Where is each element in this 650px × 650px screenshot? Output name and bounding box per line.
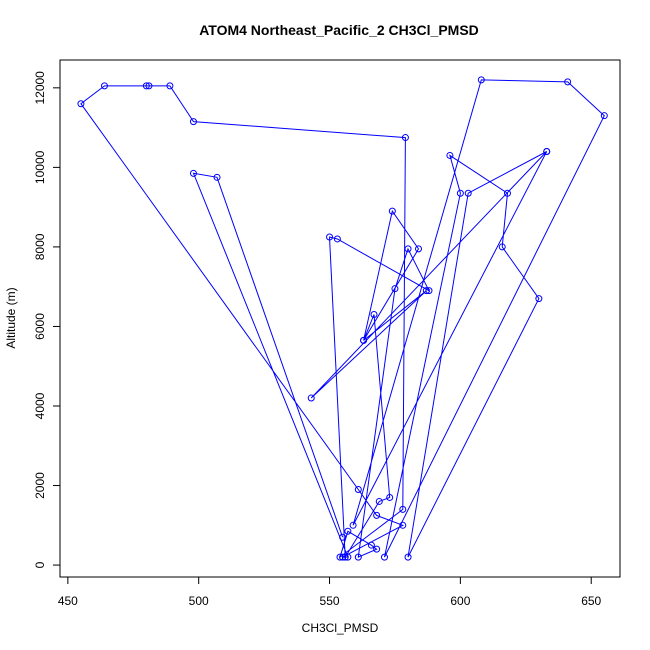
data-point <box>404 553 412 561</box>
data-point <box>360 336 368 344</box>
data-point <box>464 189 472 197</box>
plot-frame <box>59 59 621 578</box>
chart-title: ATOM4 Northeast_Pacific_2 CH3Cl_PMSD <box>199 22 479 38</box>
data-point <box>422 287 430 295</box>
x-tick-label: 550 <box>320 594 340 608</box>
data-point <box>145 82 153 90</box>
data-point <box>399 521 407 529</box>
data-point <box>498 243 506 251</box>
data-point <box>344 527 352 535</box>
data-point <box>564 78 572 86</box>
data-point <box>425 287 433 295</box>
x-tick-label: 600 <box>450 594 470 608</box>
x-tick-label: 650 <box>581 594 601 608</box>
x-tick-label: 450 <box>58 594 78 608</box>
data-point <box>189 118 197 126</box>
data-point <box>307 394 315 402</box>
data-point <box>380 553 388 561</box>
data-point <box>399 505 407 513</box>
data-point <box>373 545 381 553</box>
data-point <box>344 553 352 561</box>
data-point <box>166 82 174 90</box>
data-point <box>77 100 85 108</box>
data-point <box>446 151 454 159</box>
data-point <box>367 541 375 549</box>
series-line <box>80 79 605 559</box>
data-point <box>213 173 221 181</box>
data-point <box>326 233 334 241</box>
y-axis-label: Altitude (m) <box>4 287 18 348</box>
data-point <box>333 235 341 243</box>
data-point <box>100 82 108 90</box>
data-point <box>354 486 362 494</box>
data-point <box>354 553 362 561</box>
data-point <box>401 134 409 142</box>
data-point <box>600 112 608 120</box>
data-point <box>142 82 150 90</box>
data-point <box>370 311 378 319</box>
plot-area <box>77 76 608 561</box>
data-point <box>349 521 357 529</box>
y-tick-label: 6000 <box>33 313 47 340</box>
data-point <box>391 285 399 293</box>
data-point <box>336 553 344 561</box>
data-point <box>543 147 551 155</box>
data-point <box>386 493 394 501</box>
data-point <box>341 553 349 561</box>
data-point <box>373 511 381 519</box>
data-point <box>375 497 383 505</box>
data-point <box>339 533 347 541</box>
data-point <box>388 207 396 215</box>
x-axis: 450 500 550 600 650 <box>58 576 602 608</box>
data-point <box>189 169 197 177</box>
x-axis-label: CH3Cl_PMSD <box>302 621 379 635</box>
data-point <box>415 245 423 253</box>
y-tick-label: 12000 <box>33 71 47 105</box>
data-point <box>339 553 347 561</box>
y-tick-label: 2000 <box>33 472 47 499</box>
data-point <box>503 189 511 197</box>
data-point <box>404 245 412 253</box>
x-tick-label: 500 <box>189 594 209 608</box>
y-tick-label: 4000 <box>33 392 47 419</box>
y-axis: 0 2000 4000 6000 8000 10000 12000 <box>33 71 61 568</box>
data-point <box>456 189 464 197</box>
y-tick-label: 0 <box>33 561 47 568</box>
data-point <box>535 295 543 303</box>
data-point <box>477 76 485 84</box>
y-tick-label: 10000 <box>33 150 47 184</box>
y-tick-label: 8000 <box>33 233 47 260</box>
